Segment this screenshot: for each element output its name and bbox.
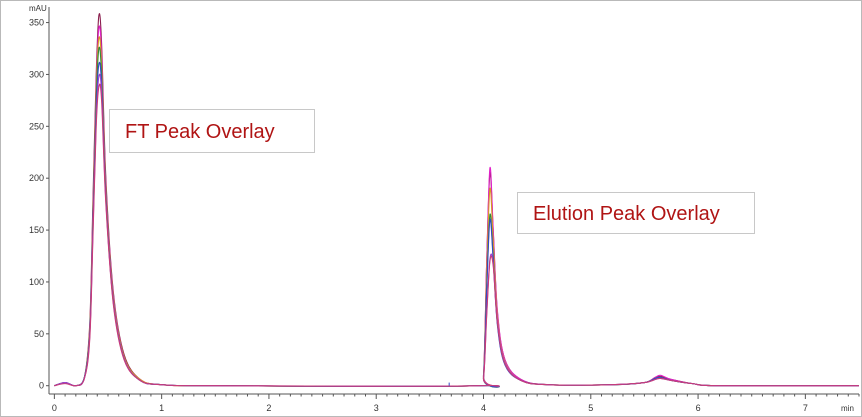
y-tick-label: 200 [29,173,44,183]
x-tick-label: 5 [588,403,593,413]
x-tick-label: 0 [52,403,57,413]
y-tick-label: 50 [34,329,44,339]
y-tick-label: 250 [29,121,44,131]
y-tick-label: 100 [29,277,44,287]
y-unit-label: mAU [29,4,47,13]
x-unit-label: min [841,404,854,413]
x-tick-label: 7 [803,403,808,413]
y-tick-label: 0 [39,381,44,391]
x-tick-label: 4 [481,403,486,413]
y-tick-label: 350 [29,18,44,28]
x-tick-label: 1 [159,403,164,413]
x-tick-label: 3 [374,403,379,413]
chart-axes: 0 50 100 150 200 250 300 350 0 1 2 3 4 5 6 7 mAU min [29,4,860,413]
y-tick-label: 150 [29,225,44,235]
x-tick-label: 2 [266,403,271,413]
series-layer [54,13,860,388]
series-line-7 [54,83,860,387]
elution-peak-callout: Elution Peak Overlay [517,192,755,234]
y-tick-label: 300 [29,69,44,79]
ft-peak-callout: FT Peak Overlay [109,109,315,153]
x-tick-label: 6 [696,403,701,413]
